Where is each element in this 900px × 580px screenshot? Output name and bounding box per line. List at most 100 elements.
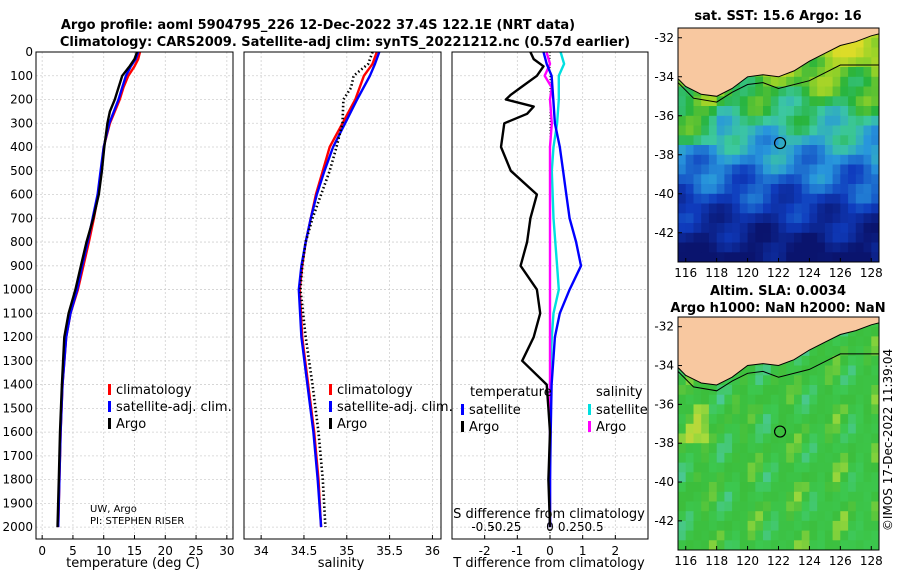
map-bottom-cell (786, 491, 795, 503)
diff-series-line (542, 51, 583, 528)
map-bottom-cell (794, 375, 803, 386)
map-bottom-cell (708, 491, 718, 503)
map-top-cell (848, 223, 857, 234)
map-bottom-cell (824, 520, 834, 532)
map-top-cell (871, 232, 879, 244)
map-bottom-cell (840, 404, 849, 415)
map-top-cell (701, 203, 710, 214)
map-top-cell (855, 96, 865, 107)
map-top-cell (786, 106, 795, 117)
map-top-cell (708, 193, 718, 205)
map-bottom-cell (840, 355, 849, 367)
map-bottom-cell (817, 501, 826, 512)
map-bottom-cell (863, 443, 872, 454)
map-bottom-cell (786, 540, 795, 550)
diff-series-line (499, 51, 552, 528)
map-bottom-cell (848, 336, 857, 347)
map-bottom-cell (794, 355, 803, 367)
map-top-cell (716, 252, 725, 262)
map-top-cell (778, 193, 787, 205)
diff-legend-swatch (588, 404, 591, 415)
map-top-cell (871, 57, 879, 68)
map-bottom-cell (739, 443, 749, 454)
map-bottom-cell (693, 394, 702, 405)
temp-axes-frame (35, 51, 234, 540)
map-top-cell (724, 106, 733, 117)
map-bottom-cell (809, 414, 818, 425)
map-top-cell (739, 96, 749, 107)
map-bottom-cell (817, 355, 826, 367)
map-bottom-cell (840, 346, 849, 357)
map-top-cell (817, 203, 826, 214)
map-top-cell (770, 115, 780, 127)
map-top-cell (817, 164, 826, 175)
map-bottom-cell (693, 511, 702, 522)
map-bottom-cell (801, 472, 810, 483)
map-bottom-frame (677, 316, 880, 551)
diff-xlabel-top: S difference from climatology (453, 507, 645, 522)
map-bottom-cell (778, 491, 787, 503)
map-top-cell (724, 223, 733, 234)
map-bottom-cell (685, 394, 694, 405)
map-top-cell (832, 242, 841, 253)
map-bottom-cell (708, 423, 718, 435)
diff-legend-label: Argo (469, 420, 499, 435)
temp-ytick-label: 300 (10, 116, 33, 130)
map-top-cell (824, 115, 834, 127)
map-bottom-cell (701, 491, 710, 503)
sal-diff-tick-label: -0.25 (490, 520, 521, 534)
map-bottom-cell (724, 404, 733, 415)
map-bottom-cell (824, 414, 834, 425)
map-bottom-cell (794, 540, 803, 550)
map-top-cell (747, 242, 756, 253)
map-bottom-cell (693, 520, 702, 532)
map-top-cell (855, 232, 865, 244)
temp-xtick-label: 20 (158, 544, 173, 558)
map-top-cell (778, 135, 787, 146)
map-bottom-ytick-label: -34 (654, 359, 674, 373)
map-top-cell (832, 184, 841, 195)
temp-ytick-label: 100 (10, 69, 33, 83)
map-bottom-cell (809, 433, 818, 444)
map-bottom-cell (817, 472, 826, 483)
map-bottom-cell (840, 462, 849, 473)
map-top-cell (855, 37, 865, 49)
map-bottom-cell (755, 375, 764, 386)
map-top-cell (786, 96, 795, 107)
map-bottom-cell (786, 443, 795, 454)
map-top-cell (863, 125, 872, 136)
map-top-cell (871, 242, 879, 253)
map-top-cell (871, 154, 879, 166)
map-bottom-cell (693, 385, 702, 396)
map-top-cell (824, 252, 834, 262)
map-bottom-cell (708, 482, 718, 493)
map-bottom-cell (755, 482, 764, 493)
map-top-cell (770, 203, 780, 214)
map-top-cell (763, 76, 772, 88)
map-top-cell (840, 242, 849, 253)
map-bottom-cell (817, 423, 826, 435)
map-bottom-cell (863, 414, 872, 425)
map-top-cell (824, 67, 834, 78)
map-bottom-cell (840, 443, 849, 454)
map-top-cell (678, 193, 687, 205)
map-bottom-cell (824, 365, 834, 376)
map-bottom-cell (855, 452, 865, 464)
map-top-cell (871, 184, 879, 195)
map-bottom-cell (693, 501, 702, 512)
map-bottom-ytick-label: -42 (654, 514, 674, 528)
map-bottom-cell (871, 452, 879, 464)
map-top-cell (817, 242, 826, 253)
map-top-cell (724, 203, 733, 214)
diff-legend-label: satellite (469, 403, 521, 418)
map-top-cell (817, 174, 826, 185)
map-bottom-cell (786, 530, 795, 541)
map-bottom-cell (794, 423, 803, 435)
map-top-cell (848, 47, 857, 58)
map-bottom-cell (685, 540, 694, 550)
map-bottom-cell (801, 540, 810, 550)
map-top-cell (863, 232, 872, 244)
map-bottom-cell (801, 433, 810, 444)
map-bottom-cell (848, 462, 857, 473)
map-bottom-cell (770, 520, 780, 532)
